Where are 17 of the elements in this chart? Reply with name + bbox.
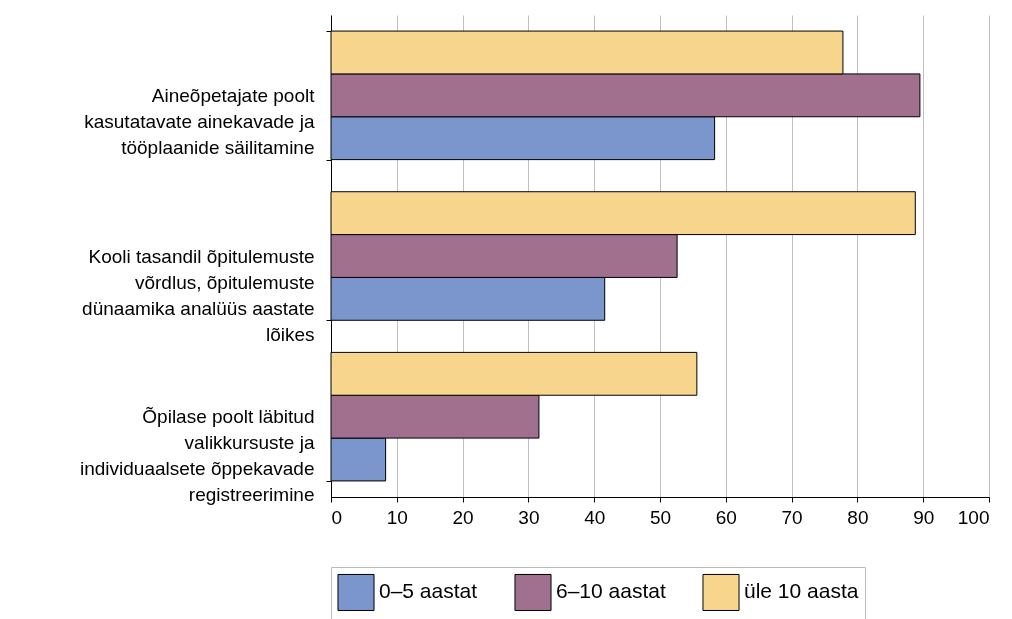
legend-label: 0–5 aastat	[379, 579, 478, 603]
x-tick-label: 40	[584, 506, 606, 528]
x-tick-label: 60	[715, 506, 737, 528]
x-tick-label: 100	[957, 506, 990, 528]
x-tick-label: 20	[452, 506, 474, 528]
x-tick-label: 90	[913, 506, 935, 528]
x-tick-label: 50	[649, 506, 672, 528]
x-tick-label: 30	[518, 506, 540, 528]
x-tick-label: 0	[331, 506, 343, 528]
y-tick-label: Aineõpetajate poolt kasutatavate ainekavade ja tööplaanide säilitamine	[84, 84, 316, 158]
y-tick-label: Õpilase poolt läbitud valikkursuste ja individuaalsete õppekavade registreerimine	[79, 406, 315, 506]
y-tick-label: Kooli tasandil õpitulemuste võrdlus, õpitulemuste dünaamika analüüs aastate lõikes	[82, 245, 315, 345]
legend-label: üle 10 aasta	[744, 579, 859, 603]
legend-label: 6–10 aastat	[556, 579, 666, 603]
x-tick-label: 70	[781, 506, 803, 528]
x-tick-label: 80	[847, 506, 869, 528]
x-tick-label: 10	[386, 506, 408, 528]
